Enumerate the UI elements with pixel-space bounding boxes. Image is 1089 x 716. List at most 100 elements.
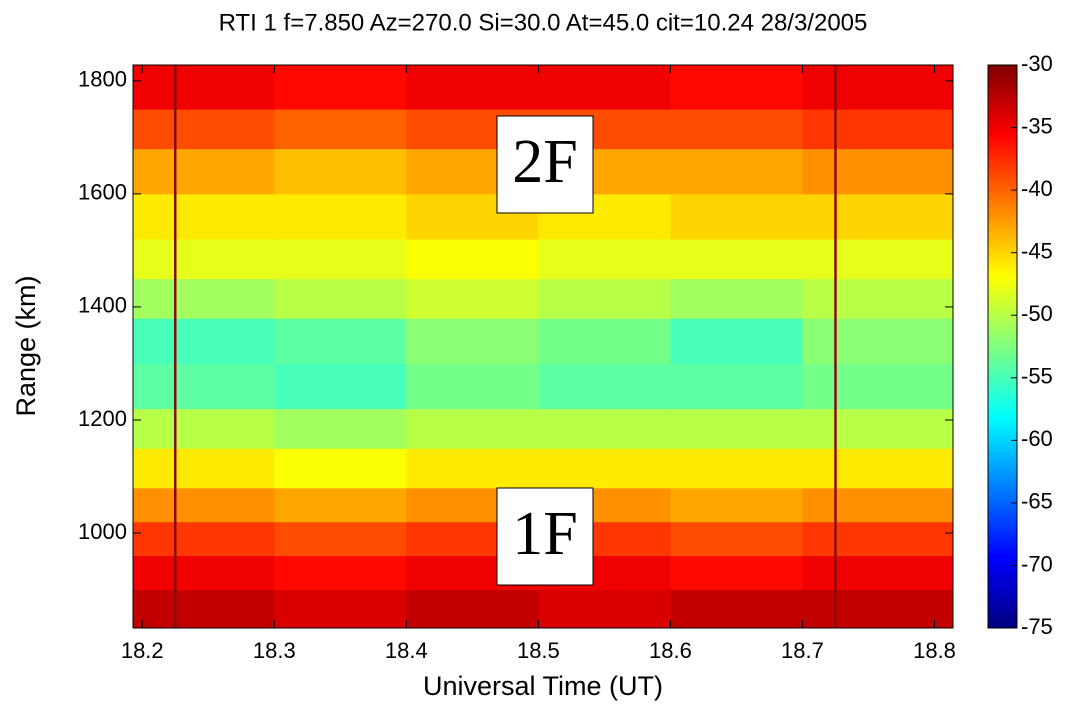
heat-cell xyxy=(670,65,803,110)
heat-cell xyxy=(670,487,803,523)
heat-cell xyxy=(802,109,954,150)
heat-cell xyxy=(274,65,407,110)
heat-cell xyxy=(274,448,407,489)
heat-cell xyxy=(274,193,407,240)
colorbar-tick-label: -30 xyxy=(1021,51,1053,76)
colorbar-tick-label: -50 xyxy=(1021,301,1053,326)
y-tick-label: 1000 xyxy=(78,519,127,544)
heat-cell xyxy=(406,589,539,629)
heat-cell xyxy=(133,589,275,629)
heat-cell xyxy=(670,408,803,449)
y-tick-label: 1200 xyxy=(78,406,127,431)
heat-cell xyxy=(133,109,275,150)
heat-cell xyxy=(802,487,954,523)
heat-cell xyxy=(538,589,671,629)
heat-cell xyxy=(538,363,671,410)
heat-cell xyxy=(802,239,954,280)
heat-cell xyxy=(133,448,275,489)
heat-cell xyxy=(670,521,803,557)
colorbar-tick-label: -35 xyxy=(1021,113,1053,138)
plot-frame xyxy=(132,64,954,629)
heat-cell xyxy=(133,318,275,364)
heat-cell xyxy=(538,65,671,110)
colorbar-tick-label: -60 xyxy=(1021,426,1053,451)
heat-cell xyxy=(670,239,803,280)
heat-cell xyxy=(133,555,275,591)
heat-cell xyxy=(406,363,539,410)
heat-cell xyxy=(133,408,275,449)
heat-cell xyxy=(538,318,671,364)
heat-cell xyxy=(133,148,275,195)
colorbar-tick-label: -45 xyxy=(1021,238,1053,263)
colorbar-tick-label: -65 xyxy=(1021,489,1053,514)
plot-area xyxy=(133,65,954,629)
heat-cell xyxy=(670,318,803,364)
heat-cell xyxy=(802,363,954,410)
heat-cell xyxy=(406,278,539,319)
annotation: 1F xyxy=(512,500,577,568)
annotation: 2F xyxy=(512,128,577,196)
heat-cell xyxy=(670,589,803,629)
heat-cell xyxy=(670,555,803,591)
y-tick-label: 1800 xyxy=(78,67,127,92)
heat-cell xyxy=(274,109,407,150)
x-tick-label: 18.3 xyxy=(253,638,296,663)
heat-cell xyxy=(538,239,671,280)
annotation-box xyxy=(496,487,594,586)
heat-cell xyxy=(133,193,275,240)
annotation-box xyxy=(496,115,594,214)
y-axis-label: Range (km) xyxy=(11,275,41,416)
x-tick-label: 18.2 xyxy=(121,638,164,663)
heat-cell xyxy=(670,448,803,489)
heat-cell xyxy=(274,318,407,364)
colorbar-tick-label: -40 xyxy=(1021,176,1053,201)
heat-cell xyxy=(133,363,275,410)
heat-cell xyxy=(802,278,954,319)
colorbar-tick-label: -75 xyxy=(1021,614,1053,639)
heat-cell xyxy=(274,278,407,319)
heat-cell xyxy=(133,521,275,557)
heat-cell xyxy=(274,487,407,523)
heat-cell xyxy=(670,148,803,195)
y-tick-label: 1400 xyxy=(78,293,127,318)
heat-cell xyxy=(133,239,275,280)
heat-cell xyxy=(670,109,803,150)
heat-cell xyxy=(406,239,539,280)
x-tick-label: 18.5 xyxy=(517,638,560,663)
x-tick-label: 18.7 xyxy=(781,638,824,663)
heat-cell xyxy=(274,521,407,557)
heat-cell xyxy=(802,193,954,240)
heat-cell xyxy=(538,408,671,449)
heat-cell xyxy=(274,239,407,280)
heat-cell xyxy=(802,65,954,110)
heat-cell xyxy=(133,65,275,110)
heat-cell xyxy=(802,448,954,489)
heat-cell xyxy=(802,318,954,364)
x-tick-label: 18.6 xyxy=(649,638,692,663)
heat-cell xyxy=(406,65,539,110)
colorbar-tick-label: -70 xyxy=(1021,551,1053,576)
heat-cell xyxy=(802,555,954,591)
heat-cell xyxy=(274,408,407,449)
heat-cell xyxy=(274,148,407,195)
heat-cell xyxy=(133,487,275,523)
x-tick-label: 18.4 xyxy=(385,638,428,663)
chart-title: RTI 1 f=7.850 Az=270.0 Si=30.0 At=45.0 c… xyxy=(219,9,868,36)
heat-cell xyxy=(274,555,407,591)
heat-cell xyxy=(274,589,407,629)
heat-cell xyxy=(274,363,407,410)
heat-cell xyxy=(670,278,803,319)
heat-cell xyxy=(538,448,671,489)
colorbar-tick-label: -55 xyxy=(1021,364,1053,389)
x-axis-label: Universal Time (UT) xyxy=(423,671,663,701)
y-tick-label: 1600 xyxy=(78,180,127,205)
heat-cell xyxy=(670,363,803,410)
heat-cell xyxy=(406,448,539,489)
heat-cell xyxy=(802,408,954,449)
heat-cell xyxy=(802,148,954,195)
heat-cell xyxy=(133,278,275,319)
heat-cell xyxy=(538,278,671,319)
heat-cell xyxy=(802,521,954,557)
colorbar xyxy=(987,64,1018,629)
